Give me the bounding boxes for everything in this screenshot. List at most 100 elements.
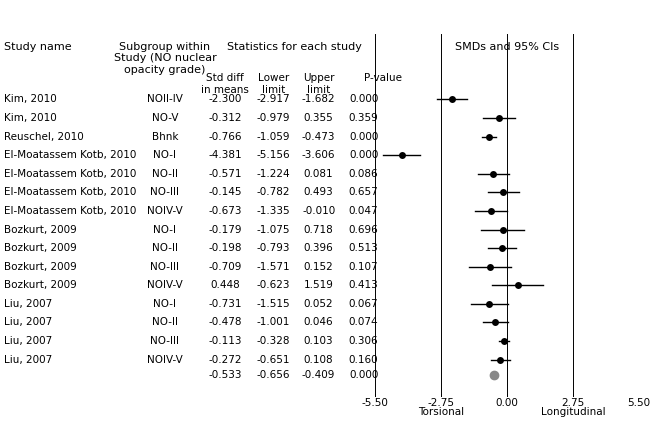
Text: Subgroup within
Study (NO nuclear
opacity grade): Subgroup within Study (NO nuclear opacit… <box>113 42 216 75</box>
Text: Reuschel, 2010: Reuschel, 2010 <box>4 132 83 142</box>
Text: 0.046: 0.046 <box>304 317 333 327</box>
Text: -0.782: -0.782 <box>257 187 290 197</box>
Text: -0.409: -0.409 <box>302 369 335 380</box>
Text: -0.473: -0.473 <box>302 132 335 142</box>
Text: -0.656: -0.656 <box>257 369 290 380</box>
Text: -0.113: -0.113 <box>208 336 242 346</box>
Text: 0.000: 0.000 <box>349 369 378 380</box>
Text: 1.519: 1.519 <box>304 280 334 290</box>
Text: NO-II: NO-II <box>152 317 178 327</box>
Text: P-value: P-value <box>364 73 402 83</box>
Text: 0.081: 0.081 <box>304 169 333 179</box>
Text: Kim, 2010: Kim, 2010 <box>4 113 57 123</box>
Text: -1.682: -1.682 <box>302 94 336 104</box>
Text: -3.606: -3.606 <box>302 150 335 160</box>
Text: 0.396: 0.396 <box>304 243 334 253</box>
Text: -1.059: -1.059 <box>257 132 290 142</box>
Text: El-Moatassem Kotb, 2010: El-Moatassem Kotb, 2010 <box>4 150 136 160</box>
Text: NO-I: NO-I <box>153 299 177 309</box>
Text: -5.50: -5.50 <box>361 398 389 408</box>
Text: -0.766: -0.766 <box>208 132 242 142</box>
Text: Liu, 2007: Liu, 2007 <box>4 317 52 327</box>
Text: NO-V: NO-V <box>152 113 178 123</box>
Text: Kim, 2010: Kim, 2010 <box>4 94 57 104</box>
Text: 0.413: 0.413 <box>349 280 379 290</box>
Text: -2.75: -2.75 <box>428 398 454 408</box>
Text: -5.156: -5.156 <box>257 150 291 160</box>
Text: Torsional: Torsional <box>418 407 464 417</box>
Text: NO-III: NO-III <box>151 262 179 272</box>
Text: 0.718: 0.718 <box>304 224 334 235</box>
Text: -0.010: -0.010 <box>302 206 335 216</box>
Text: 0.000: 0.000 <box>349 150 378 160</box>
Text: 0.086: 0.086 <box>349 169 378 179</box>
Text: -0.312: -0.312 <box>208 113 242 123</box>
Text: -0.179: -0.179 <box>208 224 242 235</box>
Text: 5.50: 5.50 <box>627 398 651 408</box>
Text: NOIV-V: NOIV-V <box>147 206 183 216</box>
Text: 0.103: 0.103 <box>304 336 333 346</box>
Text: -0.272: -0.272 <box>208 355 242 365</box>
Text: 0.160: 0.160 <box>349 355 378 365</box>
Text: NO-I: NO-I <box>153 224 177 235</box>
Text: Bhnk: Bhnk <box>152 132 178 142</box>
Text: 0.067: 0.067 <box>349 299 378 309</box>
Text: -0.478: -0.478 <box>208 317 242 327</box>
Text: 0.074: 0.074 <box>349 317 378 327</box>
Text: Liu, 2007: Liu, 2007 <box>4 355 52 365</box>
Text: -0.673: -0.673 <box>208 206 242 216</box>
Text: 0.000: 0.000 <box>349 94 378 104</box>
Text: El-Moatassem Kotb, 2010: El-Moatassem Kotb, 2010 <box>4 169 136 179</box>
Text: NOIV-V: NOIV-V <box>147 355 183 365</box>
Text: -1.075: -1.075 <box>257 224 290 235</box>
Text: Bozkurt, 2009: Bozkurt, 2009 <box>4 262 76 272</box>
Text: 0.052: 0.052 <box>304 299 333 309</box>
Text: -0.709: -0.709 <box>208 262 242 272</box>
Text: -1.001: -1.001 <box>257 317 290 327</box>
Text: Study name: Study name <box>4 42 71 52</box>
Text: Liu, 2007: Liu, 2007 <box>4 299 52 309</box>
Text: NO-III: NO-III <box>151 336 179 346</box>
Text: 0.00: 0.00 <box>496 398 518 408</box>
Text: 2.75: 2.75 <box>561 398 585 408</box>
Text: NO-I: NO-I <box>153 150 177 160</box>
Text: 0.108: 0.108 <box>304 355 333 365</box>
Text: -1.335: -1.335 <box>257 206 291 216</box>
Text: Bozkurt, 2009: Bozkurt, 2009 <box>4 280 76 290</box>
Text: -0.651: -0.651 <box>257 355 290 365</box>
Text: Bozkurt, 2009: Bozkurt, 2009 <box>4 224 76 235</box>
Text: -2.917: -2.917 <box>257 94 291 104</box>
Text: NOIV-V: NOIV-V <box>147 280 183 290</box>
Text: NO-III: NO-III <box>151 187 179 197</box>
Text: -1.571: -1.571 <box>257 262 291 272</box>
Text: Bozkurt, 2009: Bozkurt, 2009 <box>4 243 76 253</box>
Text: -1.515: -1.515 <box>257 299 291 309</box>
Text: 0.355: 0.355 <box>304 113 334 123</box>
Text: Lower
limit: Lower limit <box>258 73 289 95</box>
Text: El-Moatassem Kotb, 2010: El-Moatassem Kotb, 2010 <box>4 206 136 216</box>
Text: 0.513: 0.513 <box>349 243 379 253</box>
Text: -0.145: -0.145 <box>208 187 242 197</box>
Text: Liu, 2007: Liu, 2007 <box>4 336 52 346</box>
Text: SMDs and 95% CIs: SMDs and 95% CIs <box>455 42 559 52</box>
Text: 0.493: 0.493 <box>304 187 334 197</box>
Text: -0.979: -0.979 <box>257 113 290 123</box>
Text: Std diff
in means: Std diff in means <box>201 73 249 95</box>
Text: Statistics for each study: Statistics for each study <box>227 42 362 52</box>
Text: El-Moatassem Kotb, 2010: El-Moatassem Kotb, 2010 <box>4 187 136 197</box>
Text: -0.571: -0.571 <box>208 169 242 179</box>
Text: -1.224: -1.224 <box>257 169 291 179</box>
Text: 0.306: 0.306 <box>349 336 378 346</box>
Text: 0.657: 0.657 <box>349 187 379 197</box>
Text: -0.793: -0.793 <box>257 243 290 253</box>
Text: -0.533: -0.533 <box>208 369 242 380</box>
Text: 0.152: 0.152 <box>304 262 334 272</box>
Text: Upper
limit: Upper limit <box>303 73 334 95</box>
Text: 0.696: 0.696 <box>349 224 379 235</box>
Text: 0.000: 0.000 <box>349 132 378 142</box>
Text: -0.623: -0.623 <box>257 280 290 290</box>
Text: Longitudinal: Longitudinal <box>541 407 605 417</box>
Text: -0.328: -0.328 <box>257 336 290 346</box>
Text: -0.731: -0.731 <box>208 299 242 309</box>
Text: 0.359: 0.359 <box>349 113 379 123</box>
